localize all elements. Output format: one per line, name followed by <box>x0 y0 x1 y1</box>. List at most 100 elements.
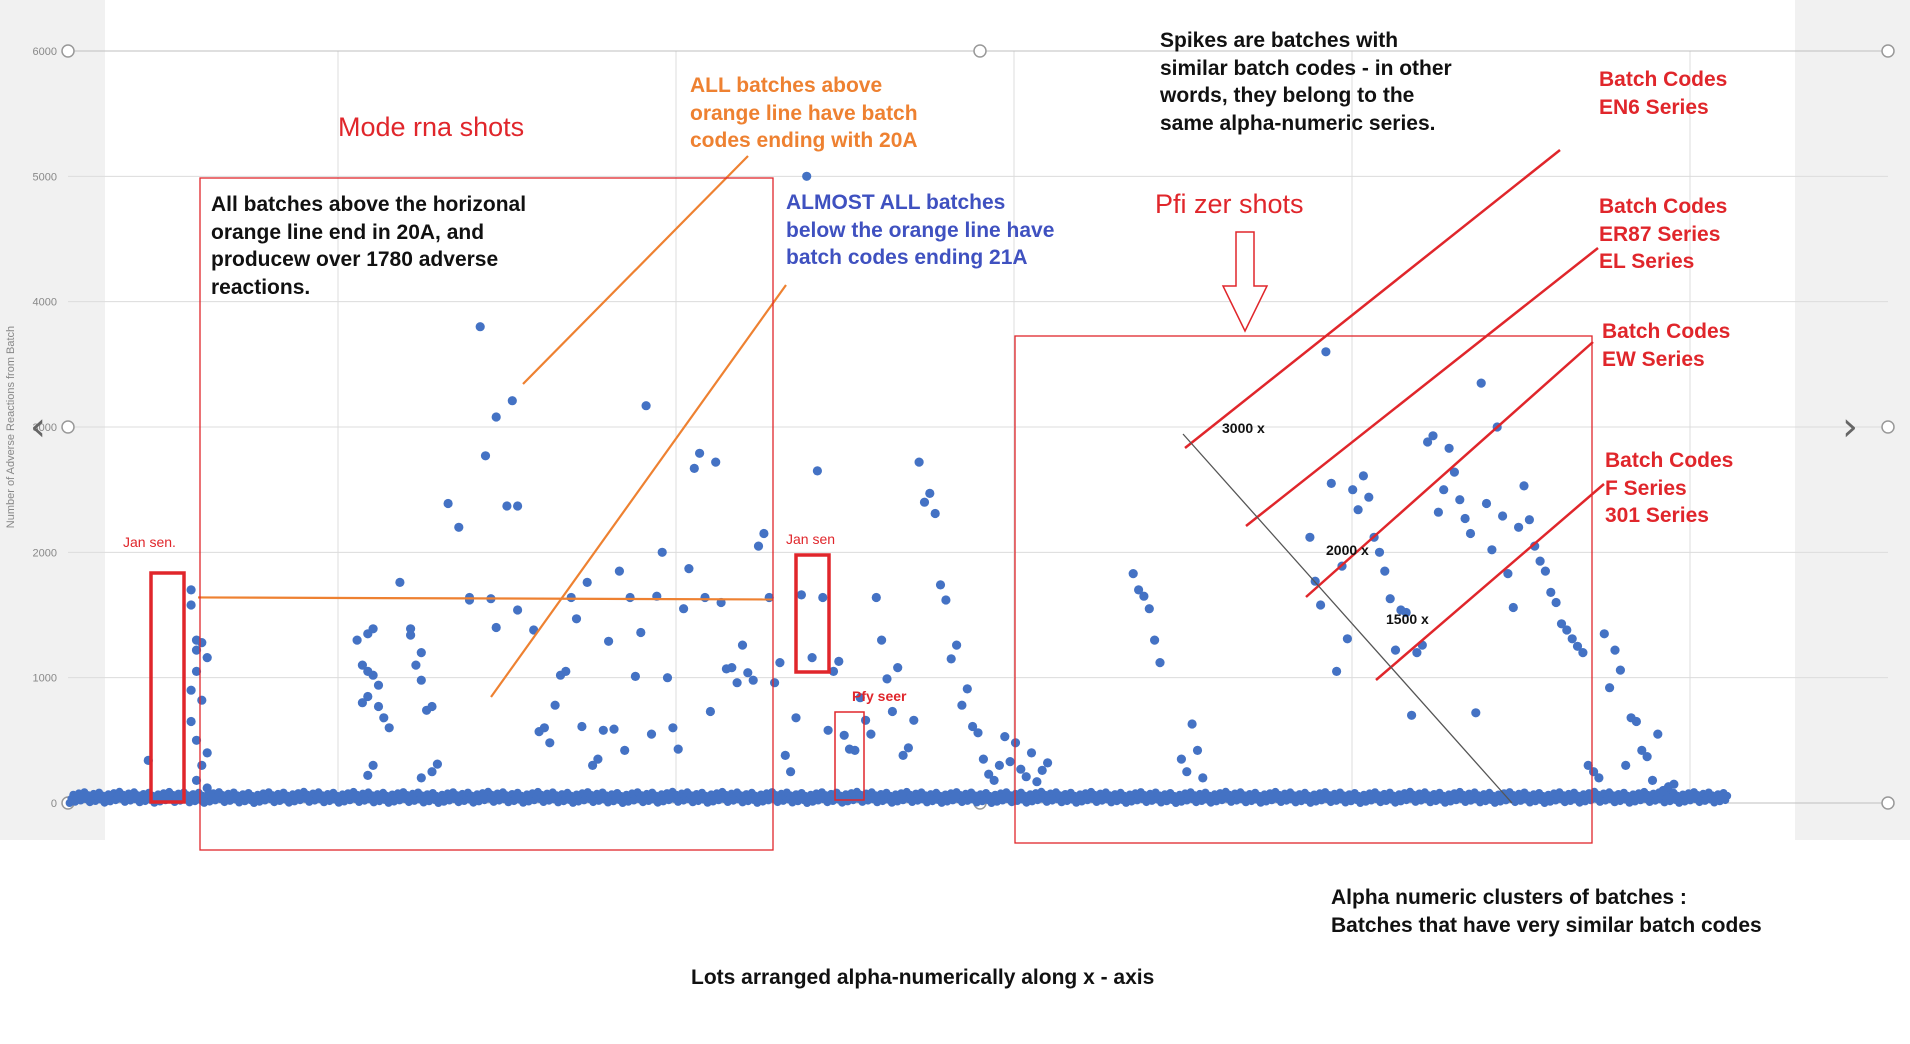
data-point <box>406 630 416 640</box>
data-point <box>796 590 807 600</box>
data-point <box>1348 485 1358 495</box>
blue-note-line-3: batch codes ending 21A <box>786 246 1028 270</box>
data-point <box>957 700 967 710</box>
resize-handle[interactable] <box>1881 44 1895 58</box>
data-point <box>1572 641 1583 651</box>
data-point <box>1000 732 1010 742</box>
label-2000x: 2000 x <box>1326 542 1369 558</box>
red-pointer-line <box>1245 247 1599 527</box>
data-point <box>962 684 972 694</box>
data-point <box>1401 607 1411 618</box>
data-point <box>197 638 207 648</box>
data-point <box>1358 471 1368 481</box>
data-point <box>1407 710 1417 720</box>
data-point <box>630 671 641 682</box>
data-point <box>1005 757 1015 767</box>
down-arrow-icon <box>1221 231 1269 333</box>
data-point <box>1385 594 1395 604</box>
threshold-line <box>197 596 774 601</box>
data-point <box>1380 566 1390 576</box>
data-point <box>839 730 849 740</box>
data-point <box>368 670 378 680</box>
data-point <box>357 698 367 708</box>
data-point <box>1326 478 1336 488</box>
data-point <box>705 706 716 717</box>
pfizer-box <box>1014 335 1593 844</box>
data-point <box>368 760 378 771</box>
data-point <box>1444 443 1454 453</box>
next-arrow-icon[interactable]: › <box>1842 404 1858 450</box>
y-tick-label: 5000 <box>33 171 57 183</box>
data-point <box>609 724 619 734</box>
jansen-mid-box <box>794 553 831 674</box>
data-point <box>887 706 898 717</box>
resize-handle[interactable] <box>973 44 987 58</box>
data-point <box>1562 625 1572 635</box>
all-batches-line-3: producew over 1780 adverse <box>211 248 499 272</box>
data-point <box>877 635 887 645</box>
data-point <box>191 735 202 745</box>
data-point <box>759 528 769 539</box>
data-point <box>802 171 812 181</box>
batch-codes-en6: Batch Codes EN6 Series <box>1599 66 1727 121</box>
data-point <box>1150 635 1160 645</box>
data-point <box>1621 760 1631 771</box>
data-point <box>1198 773 1208 783</box>
y-tick-label: 4000 <box>33 297 57 309</box>
data-point <box>491 622 501 633</box>
resize-handle[interactable] <box>1881 796 1895 810</box>
data-point <box>1647 775 1658 786</box>
resize-handle[interactable] <box>61 44 75 58</box>
data-point <box>1514 522 1524 532</box>
data-point <box>384 723 394 733</box>
batch-er87-line-2: ER87 Series <box>1599 222 1721 246</box>
all-batches-line-1: All batches above the horizonal <box>211 193 527 216</box>
data-point <box>191 775 202 786</box>
resize-handle[interactable] <box>1881 420 1895 434</box>
batch-f301-line-1: Batch Codes <box>1605 449 1734 472</box>
data-point <box>1465 528 1476 539</box>
data-point <box>850 745 860 756</box>
data-point <box>191 666 202 677</box>
blue-note-line-2: below the orange line have <box>786 218 1055 242</box>
plot-background <box>105 0 1795 840</box>
data-point <box>973 728 983 738</box>
data-point <box>946 654 956 664</box>
data-point <box>593 754 603 764</box>
data-point <box>1449 467 1459 477</box>
spikes-note-line-2: similar batch codes - in other <box>1160 56 1452 80</box>
y-tick-label: 0 <box>51 798 57 810</box>
data-point <box>679 604 689 614</box>
data-point <box>695 448 705 458</box>
data-point <box>588 760 598 771</box>
data-point <box>1498 511 1508 521</box>
data-point <box>834 656 844 667</box>
data-point <box>186 585 196 595</box>
batch-er87-line-3: EL Series <box>1599 250 1695 274</box>
data-point <box>978 754 989 764</box>
data-point <box>1503 569 1513 579</box>
batch-codes-er87: Batch Codes ER87 Series EL Series <box>1599 193 1727 276</box>
data-point <box>1551 597 1561 608</box>
data-point <box>737 640 748 650</box>
data-point <box>1476 378 1486 388</box>
pfy-seer-label: Pfy seer <box>852 688 907 704</box>
data-point <box>566 592 576 603</box>
data-point <box>727 663 737 673</box>
data-point <box>545 738 555 748</box>
resize-handle[interactable] <box>61 420 75 434</box>
data-point <box>202 783 212 793</box>
data-point <box>1508 602 1518 613</box>
data-point <box>480 451 491 461</box>
data-point <box>673 744 683 754</box>
data-point <box>454 522 464 532</box>
data-point <box>903 743 914 753</box>
y-tick-label: 1000 <box>33 673 57 685</box>
y-tick-label: 2000 <box>33 547 57 559</box>
data-point <box>1374 547 1385 557</box>
data-point <box>1594 773 1604 783</box>
data-point <box>662 673 673 683</box>
data-point <box>1481 498 1492 509</box>
prev-arrow-icon[interactable]: ‹ <box>30 404 46 450</box>
